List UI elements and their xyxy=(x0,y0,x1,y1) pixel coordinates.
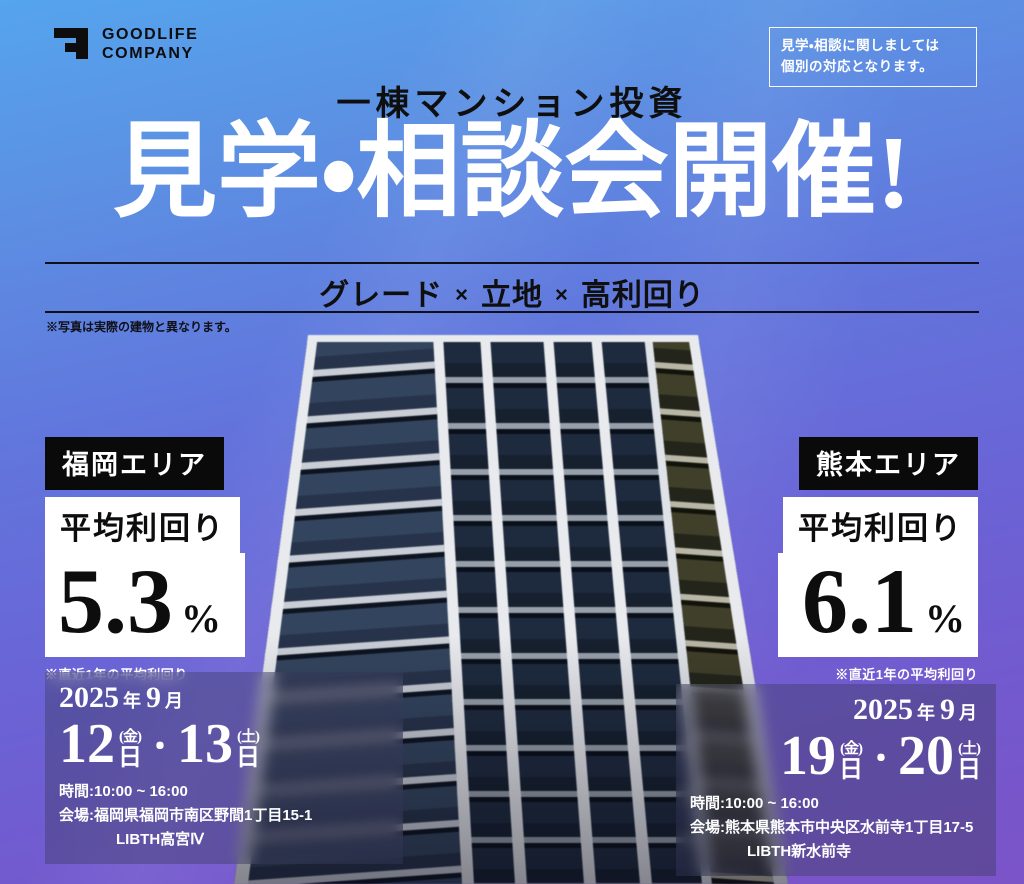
brand-name-line2: COMPANY xyxy=(102,44,194,62)
event-day1-suffix: (金) 日 xyxy=(118,728,142,771)
event-day2-weekday: (土) xyxy=(958,741,981,757)
event-day2-unit: 日 xyxy=(236,745,260,771)
photo-disclaimer: ※写真は実際の建物と異なります。 xyxy=(46,320,237,334)
rate-footnote: ※直近1年の平均利回り xyxy=(835,667,978,682)
day-separator: ・ xyxy=(866,743,896,777)
notice-box: 見学・相談に関しましては 個別の対応となります。 xyxy=(769,27,977,87)
goodlife-logo-icon xyxy=(54,27,88,59)
event-month: 9 xyxy=(146,681,161,714)
event-year-suffix: 年 xyxy=(917,703,935,723)
rate-number: 6.1 xyxy=(802,550,917,652)
main-title: 見学・相談会開催! xyxy=(113,115,911,230)
event-venue: 会場:熊本県熊本市中央区水前寺1丁目17-5 xyxy=(690,816,982,840)
brand-name-line1: GOODLIFE xyxy=(102,26,199,43)
event-day1-unit: 日 xyxy=(839,757,863,783)
time-label: 時間: xyxy=(690,795,725,813)
event-day2-suffix: (土) 日 xyxy=(236,728,260,771)
tagline-yield: 高利回り xyxy=(580,279,705,312)
eyebrow-heading: 一棟マンション投資 xyxy=(336,85,688,123)
rate-value: 5.3 % xyxy=(45,553,245,657)
event-venue-name: LIBTH高宮Ⅳ xyxy=(116,831,205,849)
event-day1: 19 xyxy=(780,725,836,787)
event-info: 時間:10:00 ~ 16:00 会場:熊本県熊本市中央区水前寺1丁目17-5 … xyxy=(690,792,982,864)
time-value: 10:00 ~ 16:00 xyxy=(725,795,819,813)
brand-name: GOODLIFE COMPANY xyxy=(102,26,198,64)
venue-address: 福岡県福岡市南区野間1丁目15-1 xyxy=(94,807,313,825)
event-year: 2025 xyxy=(59,681,119,714)
rate-percent-sign: % xyxy=(181,596,221,641)
event-day1-unit: 日 xyxy=(118,745,142,771)
rate-block-kumamoto: 平均利回り 6.1 % ※直近1年の平均利回り xyxy=(778,497,978,683)
event-venue: 会場:福岡県福岡市南区野間1丁目15-1 xyxy=(59,804,389,828)
event-month-suffix: 月 xyxy=(165,691,183,711)
event-day1-suffix: (金) 日 xyxy=(839,740,863,783)
event-panel-kumamoto: 2025 年 9 月 19 (金) 日 ・ 20 (土) 日 時間:10:00 … xyxy=(676,684,996,877)
event-day2-weekday: (土) xyxy=(237,729,260,745)
event-month-suffix: 月 xyxy=(959,703,977,723)
tagline: グレード × 立地 × 高利回り xyxy=(0,270,1024,314)
time-value: 10:00 ~ 16:00 xyxy=(94,783,188,801)
area-badge-kumamoto: 熊本エリア xyxy=(799,437,978,490)
event-year-suffix: 年 xyxy=(123,691,141,711)
rate-label: 平均利回り xyxy=(783,497,978,553)
rate-label: 平均利回り xyxy=(45,497,240,553)
brand-logo: GOODLIFE COMPANY xyxy=(54,26,198,64)
venue-address: 熊本県熊本市中央区水前寺1丁目17-5 xyxy=(725,819,974,837)
notice-line2: 個別の対応となります。 xyxy=(781,58,934,74)
time-label: 時間: xyxy=(59,783,94,801)
event-day2-suffix: (土) 日 xyxy=(957,740,981,783)
event-day1: 12 xyxy=(59,713,115,775)
event-month: 9 xyxy=(940,693,955,726)
event-time: 時間:10:00 ~ 16:00 xyxy=(690,792,982,816)
day-separator: ・ xyxy=(145,731,175,765)
rate-percent-sign: % xyxy=(925,596,965,641)
event-days: 19 (金) 日 ・ 20 (土) 日 xyxy=(690,725,982,787)
divider-top xyxy=(45,262,979,264)
notice-line1: 見学・相談に関しましては xyxy=(781,38,940,53)
divider-bottom xyxy=(45,311,979,313)
multiply-icon: × xyxy=(455,282,469,307)
tagline-location: 立地 xyxy=(481,279,543,312)
tagline-grade: グレード xyxy=(319,279,444,312)
rate-block-fukuoka: 平均利回り 5.3 % ※直近1年の平均利回り xyxy=(45,497,245,683)
event-info: 時間:10:00 ~ 16:00 会場:福岡県福岡市南区野間1丁目15-1 LI… xyxy=(59,780,389,852)
area-badge-fukuoka: 福岡エリア xyxy=(45,437,224,490)
event-time: 時間:10:00 ~ 16:00 xyxy=(59,780,389,804)
event-year-month: 2025 年 9 月 xyxy=(59,680,389,716)
event-day2: 13 xyxy=(177,713,233,775)
event-venue-name: LIBTH新水前寺 xyxy=(747,843,852,861)
multiply-icon: × xyxy=(555,282,569,307)
venue-label: 会場: xyxy=(59,807,94,825)
venue-label: 会場: xyxy=(690,819,725,837)
rate-number: 5.3 xyxy=(58,550,173,652)
rate-value: 6.1 % xyxy=(778,553,978,657)
event-day2: 20 xyxy=(898,725,954,787)
event-year: 2025 xyxy=(853,693,913,726)
event-year-month: 2025 年 9 月 xyxy=(690,692,982,728)
event-days: 12 (金) 日 ・ 13 (土) 日 xyxy=(59,713,389,775)
event-day1-weekday: (金) xyxy=(119,729,142,745)
event-day1-weekday: (金) xyxy=(840,741,863,757)
event-panel-fukuoka: 2025 年 9 月 12 (金) 日 ・ 13 (土) 日 時間:10:00 … xyxy=(45,672,403,865)
event-day2-unit: 日 xyxy=(957,757,981,783)
